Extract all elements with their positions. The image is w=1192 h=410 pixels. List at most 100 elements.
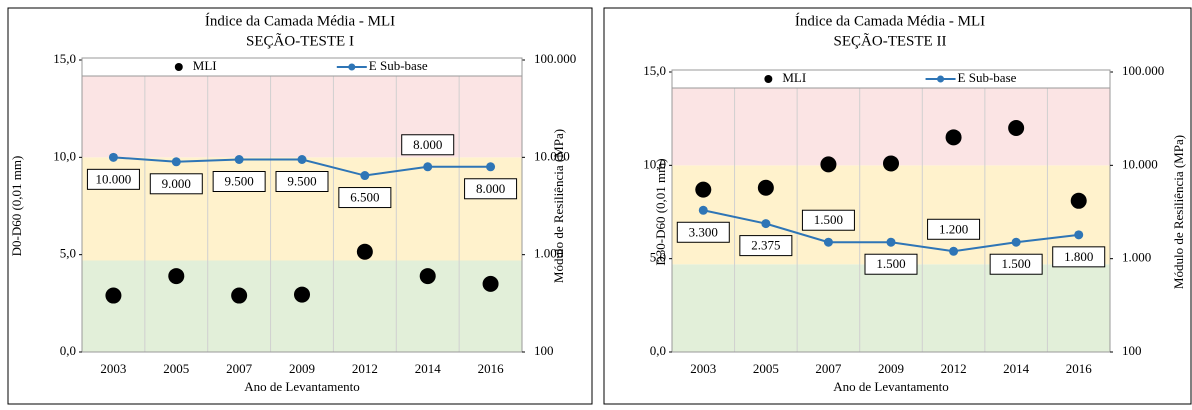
value-label-box (464, 178, 518, 200)
value-label-box (676, 221, 730, 243)
line-point (886, 237, 896, 247)
y-tick-label: 5,0 (650, 250, 666, 265)
x-axis-title: Ano de Levantamento (833, 379, 949, 394)
x-tick-label: 2016 (1066, 361, 1093, 376)
value-label-box (864, 253, 918, 275)
chart-subtitle: SEÇÃO-TESTE I (246, 33, 354, 49)
value-label: 9.500 (287, 173, 316, 188)
x-tick-label: 2012 (941, 361, 967, 376)
y-tick-label: 10,0 (53, 148, 76, 163)
y-tick-label: 0,0 (60, 343, 76, 358)
value-label: 10.000 (96, 171, 132, 186)
value-label: 1.500 (814, 212, 843, 227)
value-label: 9.000 (162, 176, 191, 191)
x-tick-label: 2012 (352, 361, 378, 376)
x-tick-label: 2016 (478, 361, 505, 376)
value-label-box (86, 168, 140, 190)
value-label-box (989, 253, 1043, 275)
scatter-point (820, 156, 837, 173)
line-point (108, 152, 118, 162)
band (82, 260, 522, 352)
y2-tick-label: 10.000 (534, 148, 570, 163)
x-tick-label: 2009 (289, 361, 315, 376)
scatter-point (695, 181, 712, 198)
legend-label: MLI (193, 58, 217, 73)
value-label: 8.000 (476, 181, 505, 196)
chart-title: Índice da Camada Média - MLI (205, 12, 395, 29)
band (672, 165, 1110, 265)
line-point (949, 246, 959, 256)
value-label: 1.500 (1002, 256, 1031, 271)
y2-tick-label: 100 (534, 343, 554, 358)
band (672, 264, 1110, 352)
scatter-point (168, 268, 185, 285)
scatter-point (231, 287, 248, 304)
value-label-box (739, 235, 793, 257)
chart-subtitle: SEÇÃO-TESTE II (834, 33, 947, 49)
scatter-point (105, 287, 122, 304)
value-label-box (927, 218, 981, 240)
y2-tick-label: 100.000 (1122, 63, 1164, 78)
value-label-box (1052, 246, 1106, 268)
scatter-point (945, 129, 962, 146)
line-point (1011, 237, 1021, 247)
line-point (234, 155, 244, 165)
legend-label: E Sub-base (958, 70, 1017, 85)
scatter-point (883, 155, 899, 172)
x-tick-label: 2009 (878, 361, 904, 376)
frame (7, 7, 593, 405)
value-label-box (149, 173, 203, 195)
scatter-point (482, 275, 499, 292)
y2-tick-label: 10.000 (1122, 156, 1158, 171)
line-point (423, 162, 433, 172)
value-label-box (401, 134, 455, 156)
y2-tick-label: 100.000 (534, 51, 576, 66)
x-tick-label: 2003 (690, 361, 716, 376)
y-axis-title: D30-D60 (0,01 mm) (653, 158, 668, 265)
value-label: 3.300 (689, 224, 718, 239)
legend-label: MLI (782, 70, 806, 85)
x-tick-label: 2007 (226, 361, 253, 376)
scatter-point (294, 286, 310, 303)
line-point (761, 219, 771, 229)
y-tick-label: 5,0 (60, 246, 76, 261)
line-point (486, 162, 496, 172)
value-label: 1.500 (876, 256, 905, 271)
frame (603, 7, 1192, 405)
y2-tick-label: 1.000 (1122, 250, 1151, 265)
value-label: 2.375 (751, 238, 780, 253)
value-label: 1.200 (939, 221, 968, 236)
legend (81, 57, 523, 77)
legend-marker (174, 63, 183, 71)
legend (671, 69, 1111, 89)
line-point (171, 157, 181, 167)
value-label-box (275, 171, 329, 193)
line-point (360, 171, 370, 181)
scatter-point (1008, 120, 1025, 136)
line-point (297, 155, 307, 165)
scatter-point (757, 179, 774, 196)
legend-marker (348, 63, 356, 71)
x-tick-label: 2014 (415, 361, 442, 376)
scatter-point (356, 243, 373, 260)
value-label: 1.800 (1064, 249, 1093, 264)
y2-tick-label: 100 (1122, 343, 1142, 358)
y2-axis-title: Módulo de Resiliência (MPa) (551, 129, 566, 283)
legend-label: E Sub-base (369, 58, 428, 73)
y-tick-label: 15,0 (643, 63, 666, 78)
chart-title: Índice da Camada Média - MLI (795, 12, 985, 29)
value-label-box (212, 171, 266, 193)
x-axis-title: Ano de Levantamento (244, 379, 360, 394)
x-tick-label: 2005 (163, 361, 189, 376)
value-label-box (338, 187, 392, 209)
scatter-point (1070, 192, 1087, 209)
value-label: 6.500 (350, 190, 379, 205)
y-axis-title: D0-D60 (0,01 mm) (9, 156, 24, 257)
x-tick-label: 2005 (753, 361, 779, 376)
y-tick-label: 15,0 (53, 51, 76, 66)
line-point (823, 237, 833, 247)
line-point (698, 205, 708, 215)
x-tick-label: 2014 (1003, 361, 1030, 376)
legend-marker (937, 75, 945, 83)
